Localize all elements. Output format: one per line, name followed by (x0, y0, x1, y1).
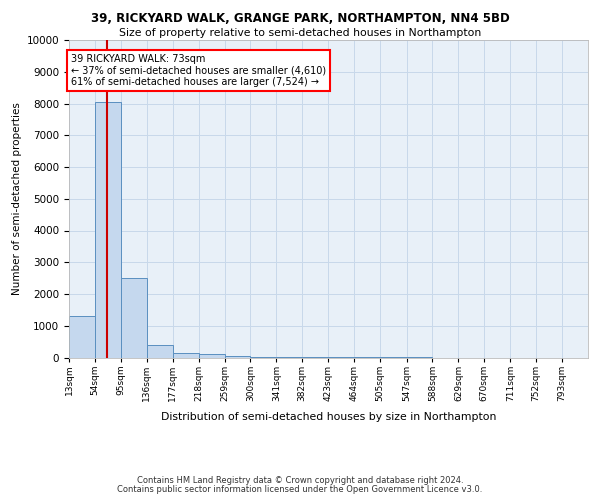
Bar (69, 316, 95, 358)
Bar (147, 345, 173, 358)
Bar (121, 278, 147, 357)
Text: Contains HM Land Registry data © Crown copyright and database right 2024.: Contains HM Land Registry data © Crown c… (137, 476, 463, 485)
Text: Size of property relative to semi-detached houses in Northampton: Size of property relative to semi-detach… (119, 28, 481, 38)
Y-axis label: Number of semi-detached properties: Number of semi-detached properties (13, 102, 22, 295)
Bar (199, 354, 224, 358)
Text: Contains public sector information licensed under the Open Government Licence v3: Contains public sector information licen… (118, 485, 482, 494)
Bar (173, 352, 199, 358)
Bar (250, 357, 277, 358)
Text: 39 RICKYARD WALK: 73sqm
← 37% of semi-detached houses are smaller (4,610)
61% of: 39 RICKYARD WALK: 73sqm ← 37% of semi-de… (71, 54, 326, 88)
Text: Distribution of semi-detached houses by size in Northampton: Distribution of semi-detached houses by … (161, 412, 496, 422)
Bar (224, 356, 250, 358)
Text: 39, RICKYARD WALK, GRANGE PARK, NORTHAMPTON, NN4 5BD: 39, RICKYARD WALK, GRANGE PARK, NORTHAMP… (91, 12, 509, 26)
Bar (95, 102, 121, 358)
